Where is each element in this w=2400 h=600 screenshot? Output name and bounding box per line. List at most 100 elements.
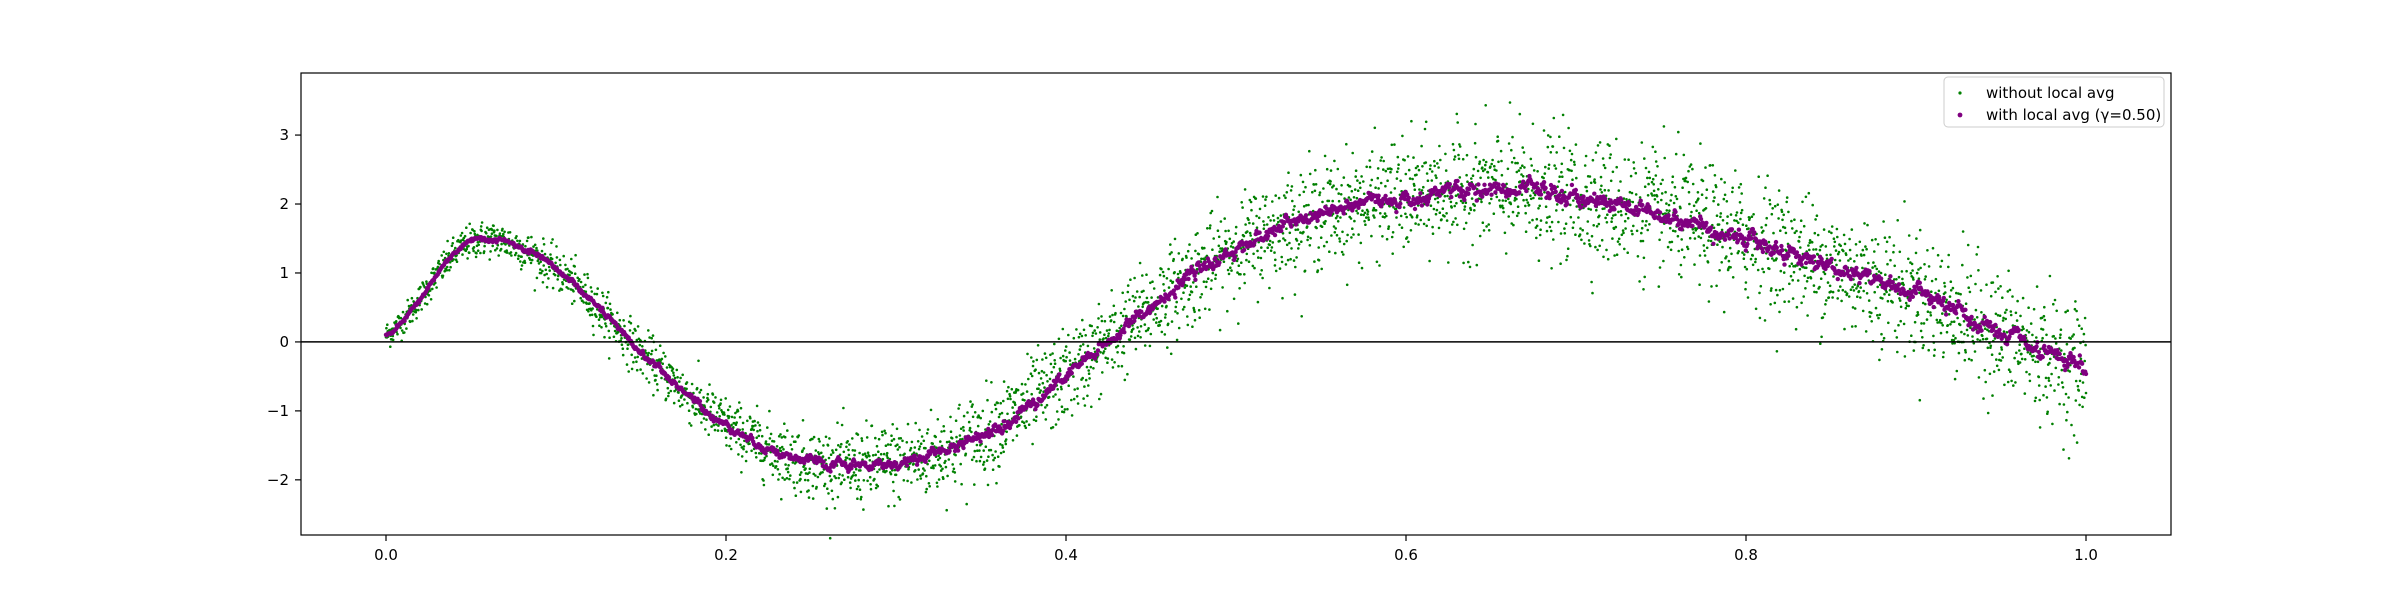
- scatter-point: [1418, 188, 1421, 191]
- scatter-point: [768, 437, 772, 440]
- scatter-point: [1754, 260, 1757, 264]
- scatter-point: [1782, 271, 1786, 274]
- scatter-point: [1081, 376, 1084, 380]
- scatter-point: [1070, 398, 1073, 402]
- scatter-point: [906, 422, 910, 426]
- scatter-point: [937, 454, 940, 458]
- scatter-point: [2075, 309, 2078, 313]
- scatter-point: [1855, 287, 1858, 290]
- scatter-point: [1859, 296, 1862, 299]
- scatter-point: [936, 485, 939, 488]
- scatter-point: [1473, 141, 1477, 145]
- scatter-point: [1166, 346, 1169, 349]
- scatter-point: [1403, 158, 1406, 162]
- scatter-point: [990, 381, 993, 384]
- scatter-point: [1952, 339, 1956, 342]
- scatter-point: [1470, 197, 1474, 200]
- scatter-point: [1945, 298, 1948, 302]
- scatter-point: [1860, 254, 1863, 257]
- scatter-point: [1390, 235, 1394, 239]
- scatter-point: [1815, 214, 1819, 217]
- scatter-point: [1795, 305, 1799, 309]
- scatter-point: [1484, 163, 1487, 167]
- scatter-point: [1707, 239, 1710, 242]
- scatter-point: [724, 397, 727, 400]
- scatter-point: [1411, 177, 1414, 181]
- scatter-point: [890, 439, 894, 443]
- scatter-point: [1572, 221, 1575, 224]
- scatter-point: [804, 467, 807, 470]
- scatter-point: [975, 459, 978, 463]
- scatter-point: [2034, 360, 2037, 364]
- scatter-point: [1781, 218, 1784, 222]
- scatter-point: [1103, 319, 1107, 323]
- scatter-point: [875, 444, 879, 448]
- scatter-point: [1688, 236, 1692, 240]
- scatter-point: [676, 376, 679, 379]
- scatter-point: [884, 431, 887, 435]
- scatter-point: [1748, 216, 1751, 220]
- scatter-point: [1332, 225, 1336, 228]
- scatter-point: [1809, 276, 1813, 280]
- scatter-point: [1644, 166, 1648, 170]
- scatter-point: [1638, 280, 1641, 283]
- scatter-point: [1986, 411, 1990, 415]
- scatter-point: [1974, 282, 1977, 286]
- scatter-point: [1259, 273, 1262, 276]
- scatter-point: [2026, 351, 2030, 354]
- scatter-point: [1057, 418, 1060, 421]
- scatter-point: [1248, 221, 1251, 225]
- scatter-point: [1949, 289, 1953, 292]
- scatter-point: [1668, 226, 1672, 230]
- scatter-point: [702, 417, 706, 420]
- scatter-point: [1098, 338, 1102, 341]
- scatter-point: [479, 251, 482, 255]
- scatter-point: [910, 481, 913, 484]
- scatter-point: [720, 429, 724, 433]
- scatter-point: [1064, 359, 1067, 363]
- scatter-point: [694, 407, 698, 411]
- scatter-point: [1273, 251, 1276, 254]
- scatter-point: [1361, 209, 1364, 212]
- scatter-point: [2072, 434, 2076, 437]
- scatter-point: [1076, 387, 1079, 390]
- scatter-point: [1677, 249, 1680, 253]
- scatter-point: [1840, 299, 1843, 303]
- scatter-point: [930, 466, 933, 470]
- scatter-point: [1824, 245, 1828, 248]
- scatter-point: [1830, 231, 1833, 235]
- scatter-point: [1463, 205, 1467, 208]
- scatter-point: [1744, 281, 1748, 284]
- scatter-point: [942, 425, 945, 428]
- scatter-point: [1351, 227, 1354, 230]
- scatter-point: [840, 481, 843, 484]
- scatter-point: [1721, 245, 1724, 249]
- scatter-point: [1248, 231, 1252, 235]
- scatter-point: [1694, 200, 1698, 204]
- scatter-point: [739, 443, 742, 447]
- scatter-point: [1766, 174, 1769, 177]
- scatter-point: [1876, 243, 1880, 246]
- scatter-point: [1337, 199, 1341, 203]
- scatter-point: [1148, 344, 1152, 348]
- scatter-point: [1699, 142, 1702, 145]
- scatter-point: [1643, 157, 1646, 160]
- scatter-point: [1254, 197, 1258, 200]
- scatter-point: [808, 471, 811, 474]
- scatter-point: [1296, 228, 1300, 231]
- scatter-point: [777, 435, 781, 438]
- scatter-point: [1078, 332, 1082, 336]
- scatter-point: [1721, 219, 1725, 222]
- scatter-point: [1036, 344, 1040, 347]
- scatter-point: [650, 349, 654, 353]
- scatter-point: [566, 267, 569, 271]
- scatter-point: [1818, 248, 1822, 252]
- scatter-point: [1665, 202, 1668, 205]
- scatter-point: [2057, 383, 2060, 386]
- scatter-point: [708, 383, 711, 386]
- scatter-point: [713, 428, 717, 432]
- scatter-point: [1514, 185, 1518, 189]
- scatter-point: [1701, 179, 1705, 183]
- scatter-point: [1849, 288, 1853, 292]
- scatter-point: [1152, 287, 1156, 290]
